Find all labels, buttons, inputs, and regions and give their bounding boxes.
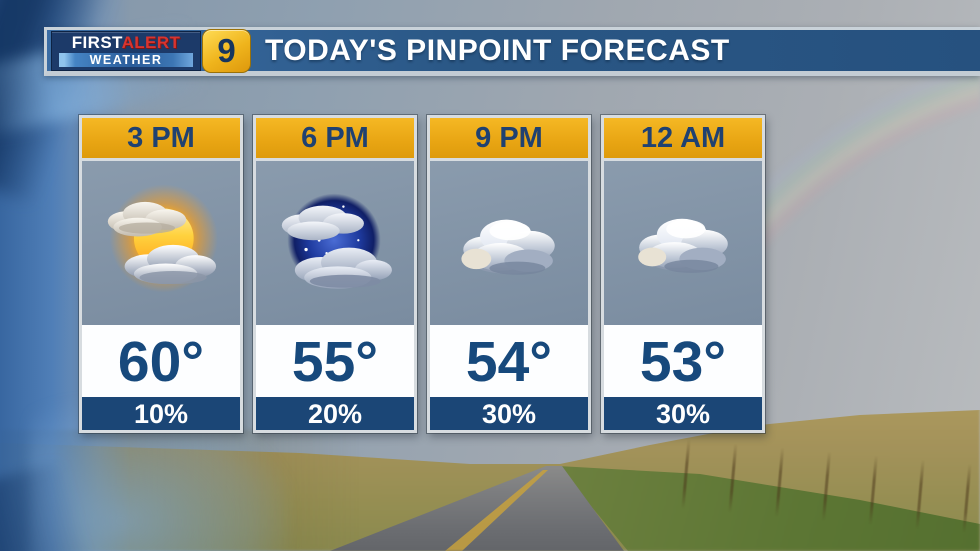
- moon-stars-behind-clouds-icon: [281, 193, 392, 289]
- precip-chance-value: 20%: [256, 397, 414, 430]
- header-bar: FIRSTALERT WEATHER 9 TODAY'S PINPOINT FO…: [44, 27, 980, 76]
- precip-chance-value: 30%: [430, 397, 588, 430]
- logo-weather-label: WEATHER: [59, 53, 193, 67]
- time-label: 6 PM: [256, 118, 414, 161]
- channel-9-logo: 9: [202, 29, 251, 73]
- icon-area: [82, 161, 240, 325]
- temperature-value: 54°: [430, 325, 588, 397]
- icon-area: [604, 161, 762, 325]
- forecast-panel-9pm: 9 PM 54° 30%: [427, 115, 591, 433]
- forecast-panel-6pm: 6 PM: [253, 115, 417, 433]
- temperature-value: 60°: [82, 325, 240, 397]
- icon-area: [256, 161, 414, 325]
- cloudy-icon: [638, 218, 728, 273]
- temperature-value: 53°: [604, 325, 762, 397]
- logo-first-label: FIRST: [71, 33, 122, 52]
- forecast-panel-12am: 12 AM 53° 30%: [601, 115, 765, 433]
- time-label: 3 PM: [82, 118, 240, 161]
- logo-line1: FIRSTALERT: [52, 34, 200, 51]
- icon-area: [430, 161, 588, 325]
- time-label: 12 AM: [604, 118, 762, 161]
- page-title: TODAY'S PINPOINT FORECAST: [265, 34, 730, 67]
- first-alert-weather-logo: FIRSTALERT WEATHER: [51, 31, 201, 71]
- cloudy-icon: [461, 219, 555, 275]
- time-label: 9 PM: [430, 118, 588, 161]
- forecast-panel-3pm: 3 PM: [79, 115, 243, 433]
- sun-behind-clouds-icon: [107, 184, 218, 293]
- precip-chance-value: 10%: [82, 397, 240, 430]
- logo-alert-label: ALERT: [121, 33, 181, 52]
- temperature-value: 55°: [256, 325, 414, 397]
- precip-chance-value: 30%: [604, 397, 762, 430]
